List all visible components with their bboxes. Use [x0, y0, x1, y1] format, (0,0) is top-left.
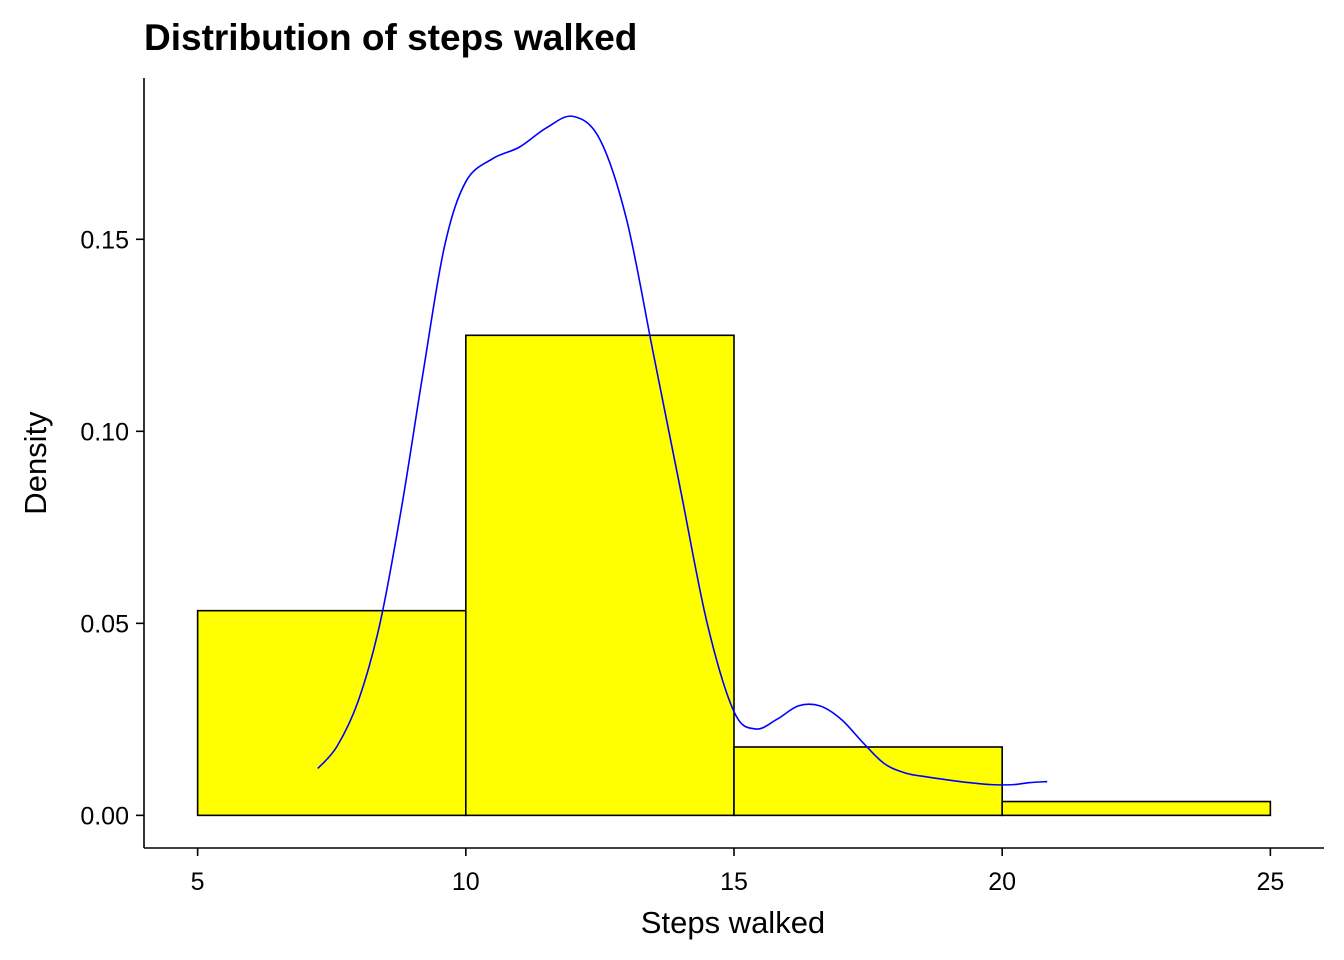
x-tick-label-25: 25 [1256, 868, 1284, 896]
histogram-bar-1 [196, 609, 467, 817]
x-axis-label: Steps walked [641, 905, 825, 940]
y-tick-label-0.05: 0.05 [80, 610, 129, 638]
y-axis-label: Density [18, 411, 53, 515]
x-tick-label-15: 15 [720, 868, 748, 896]
y-tick-label-0.10: 0.10 [80, 418, 129, 446]
y-tick-label-0.15: 0.15 [80, 226, 129, 254]
histogram-bar-2 [465, 334, 735, 817]
plot-area: 5 10 15 20 25 0.00 0.05 0.10 0.15 [80, 78, 1324, 896]
x-tick-label-10: 10 [452, 868, 480, 896]
density-curve [317, 115, 1048, 786]
chart-title: Distribution of steps walked [144, 17, 637, 58]
histogram-bar-4 [1001, 800, 1272, 817]
x-tick-label-20: 20 [988, 868, 1016, 896]
x-tick-label-5: 5 [191, 868, 205, 896]
y-tick-label-0.00: 0.00 [80, 802, 129, 830]
